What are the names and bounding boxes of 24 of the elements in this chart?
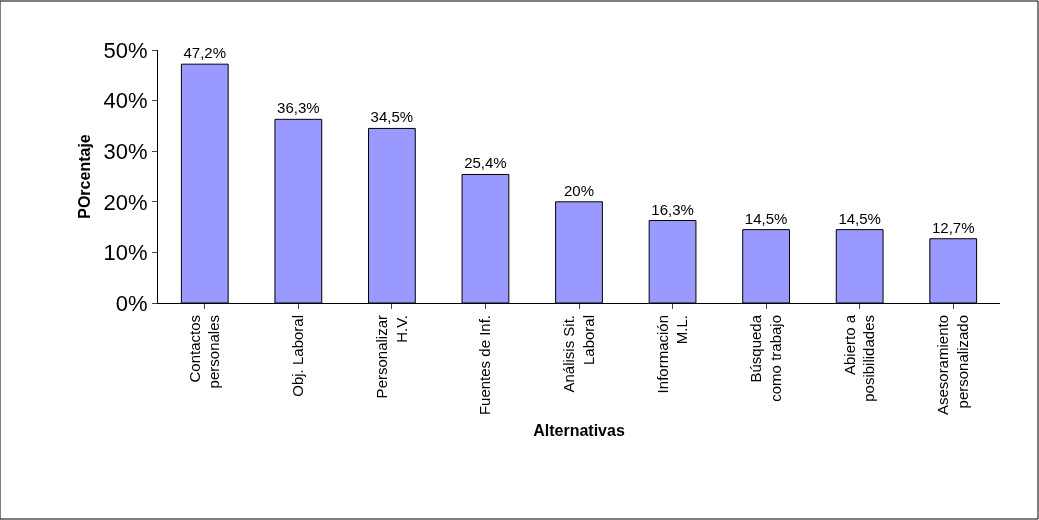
x-tick-label: Obj. Laboral: [289, 315, 307, 397]
data-label: 34,5%: [370, 108, 414, 126]
x-tick-label: Análisis Sit. Laboral: [560, 315, 597, 393]
data-label: 20%: [563, 181, 595, 199]
data-label: 12,7%: [931, 218, 975, 236]
x-tick-label: Información M.L.: [653, 315, 691, 394]
y-tick-label: 40%: [103, 88, 148, 114]
y-axis-title: POrcentaje: [76, 134, 94, 219]
x-axis-title: Alternativas: [533, 421, 625, 439]
y-tick-label: 20%: [103, 189, 148, 215]
data-label: 36,3%: [277, 99, 320, 117]
x-tick-label: Personalizar H.V.: [373, 315, 410, 399]
data-label: 25,4%: [464, 154, 507, 172]
data-label: 14,5%: [838, 209, 881, 227]
y-tick-label: 10%: [103, 240, 148, 266]
data-label: 16,3%: [651, 200, 694, 218]
y-tick-label: 0%: [115, 290, 148, 316]
x-tick-label: Búsqueda como trabajo: [747, 314, 784, 402]
y-tick-label: 50%: [103, 37, 148, 63]
data-label: 14,5%: [744, 209, 788, 227]
x-tick-label: Contactos personales: [185, 315, 223, 389]
data-label: 47,2%: [183, 44, 227, 62]
x-tick-label: Fuentes de Inf.: [476, 315, 494, 416]
y-tick-label: 30%: [103, 138, 148, 164]
